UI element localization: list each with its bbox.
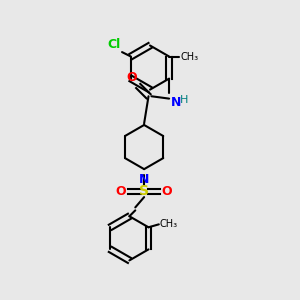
Text: CH₃: CH₃ [160,219,178,229]
Text: CH₃: CH₃ [180,52,198,61]
Text: O: O [116,185,126,198]
Text: Cl: Cl [107,38,121,51]
Text: H: H [179,95,188,105]
Text: O: O [162,185,172,198]
Text: N: N [139,173,149,186]
Text: S: S [139,184,149,198]
Text: N: N [171,96,181,109]
Text: O: O [126,71,137,85]
